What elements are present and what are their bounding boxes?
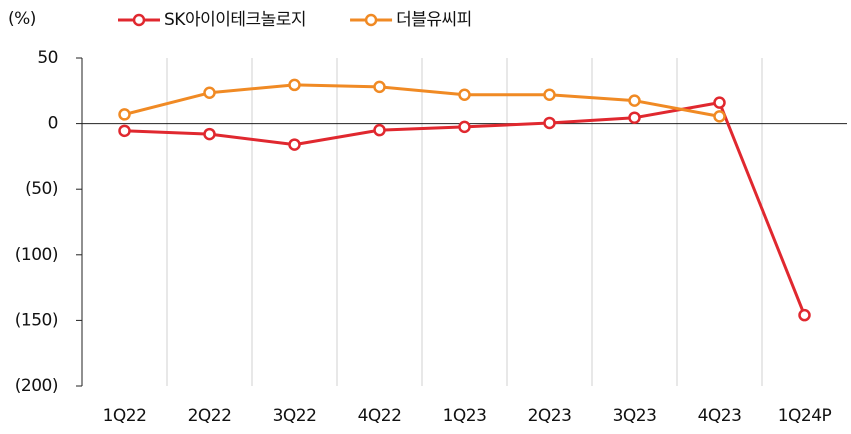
y-tick-label: (100) [15, 245, 58, 265]
series-marker [458, 88, 471, 101]
x-tick-label: 1Q24P [778, 406, 832, 426]
x-tick-label: 2Q23 [528, 406, 572, 426]
series-marker [543, 116, 556, 130]
series-marker [628, 111, 641, 124]
series-marker [458, 120, 471, 134]
series-line [124, 101, 806, 316]
series-marker [713, 96, 726, 109]
y-tick-label: 0 [48, 114, 58, 134]
legend-marker [132, 13, 146, 27]
y-tick-label: (150) [15, 310, 58, 330]
series-marker [288, 138, 301, 151]
x-tick-label: 4Q22 [358, 406, 402, 426]
series-marker [118, 108, 131, 121]
x-tick-label: 4Q23 [698, 406, 742, 426]
series-marker [628, 94, 641, 107]
y-tick-label: 50 [37, 48, 58, 68]
x-tick-label: 3Q22 [273, 406, 317, 426]
x-tick-label: 3Q23 [613, 406, 657, 426]
legend-label: 더블유씨피 [396, 10, 472, 30]
series-marker [203, 127, 216, 141]
x-tick-label: 2Q22 [188, 406, 232, 426]
series-marker [203, 86, 216, 100]
y-tick-label: (50) [25, 179, 58, 199]
y-unit: (%) [8, 9, 36, 29]
series-marker [373, 123, 386, 137]
series-marker [373, 80, 386, 94]
y-tick-label: (200) [15, 376, 58, 396]
series-marker [118, 124, 131, 138]
series-marker [798, 308, 811, 322]
x-tick-label: 1Q23 [443, 406, 487, 426]
series-marker [543, 88, 556, 101]
x-tick-label: 1Q22 [103, 406, 147, 426]
legend-marker [364, 13, 378, 27]
series-line [124, 83, 720, 118]
series-marker [288, 78, 301, 92]
legend-label: SK아이이테크놀로지 [164, 10, 306, 30]
series-marker [713, 110, 726, 123]
